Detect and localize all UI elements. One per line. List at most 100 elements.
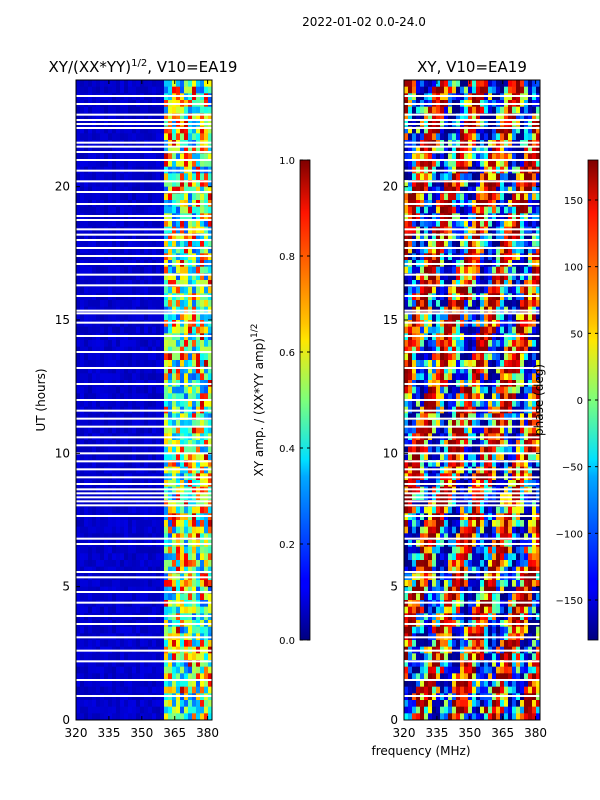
heatmap-cell-left — [96, 393, 101, 401]
heatmap-cell-left — [136, 553, 141, 561]
heatmap-cell-left — [96, 313, 101, 321]
heatmap-cell-right — [480, 300, 485, 308]
heatmap-cell-left — [120, 146, 125, 154]
heatmap-cell-right — [472, 313, 477, 321]
heatmap-cell-left — [92, 440, 97, 448]
heatmap-cell-left — [148, 700, 153, 708]
heatmap-cell-left — [88, 246, 93, 254]
heatmap-cell-right — [420, 246, 425, 254]
heatmap-cell-left — [148, 420, 153, 428]
heatmap-cell-left — [164, 506, 169, 514]
heatmap-cell-left — [124, 680, 129, 688]
heatmap-cell-left — [180, 300, 185, 308]
heatmap-cell-left — [96, 373, 101, 381]
heatmap-cell-left — [184, 520, 189, 528]
heatmap-cell-right — [528, 246, 533, 254]
heatmap-cell-left — [168, 186, 173, 194]
heatmap-cell-right — [404, 153, 409, 161]
heatmap-cell-left — [112, 286, 117, 294]
heatmap-cell-left — [196, 400, 201, 408]
heatmap-cell-left — [184, 173, 189, 181]
heatmap-cell-right — [536, 206, 540, 214]
heatmap-cell-left — [120, 506, 125, 514]
heatmap-cell-right — [428, 133, 433, 141]
heatmap-cell-left — [204, 640, 209, 648]
heatmap-cell-left — [80, 240, 85, 248]
heatmap-cell-left — [148, 113, 153, 121]
heatmap-cell-left — [160, 393, 165, 401]
heatmap-cell-left — [108, 386, 113, 394]
heatmap-cell-left — [172, 153, 177, 161]
heatmap-cell-left — [84, 346, 89, 354]
flagged-row-left — [76, 500, 212, 503]
heatmap-cell-left — [100, 386, 105, 394]
heatmap-cell-left — [116, 280, 121, 288]
heatmap-cell-left — [104, 113, 109, 121]
heatmap-cell-right — [484, 153, 489, 161]
heatmap-cell-left — [120, 153, 125, 161]
heatmap-cell-left — [196, 666, 201, 674]
heatmap-cell-left — [104, 566, 109, 574]
heatmap-cell-right — [432, 80, 437, 88]
heatmap-cell-left — [148, 606, 153, 614]
heatmap-cell-left — [180, 520, 185, 528]
heatmap-cell-right — [424, 240, 429, 248]
heatmap-cell-left — [132, 440, 137, 448]
heatmap-cell-left — [184, 393, 189, 401]
heatmap-cell-left — [184, 526, 189, 534]
heatmap-cell-left — [156, 453, 161, 461]
heatmap-cell-left — [164, 586, 169, 594]
heatmap-cell-right — [492, 273, 497, 281]
heatmap-cell-left — [156, 186, 161, 194]
heatmap-cell-left — [120, 206, 125, 214]
heatmap-cell-left — [104, 546, 109, 554]
flagged-row-left — [76, 492, 212, 495]
heatmap-cell-left — [88, 706, 93, 714]
heatmap-cell-left — [80, 180, 85, 188]
heatmap-cell-left — [112, 560, 117, 568]
heatmap-cell-left — [152, 80, 157, 88]
heatmap-cell-right — [412, 346, 417, 354]
x-tick-label: 320 — [65, 726, 88, 740]
heatmap-cell-left — [148, 240, 153, 248]
heatmap-cell-left — [124, 393, 129, 401]
heatmap-cell-right — [512, 286, 517, 294]
heatmap-cell-right — [532, 240, 537, 248]
heatmap-cell-left — [144, 113, 149, 121]
heatmap-cell-left — [160, 460, 165, 468]
heatmap-cell-right — [480, 386, 485, 394]
heatmap-cell-left — [124, 273, 129, 281]
heatmap-cell-left — [124, 700, 129, 708]
heatmap-cell-left — [104, 580, 109, 588]
heatmap-cell-left — [96, 86, 101, 94]
heatmap-cell-left — [120, 273, 125, 281]
heatmap-cell-right — [448, 220, 453, 228]
heatmap-cell-left — [76, 240, 81, 248]
flagged-row-left — [76, 367, 212, 369]
heatmap-cell-left — [156, 286, 161, 294]
heatmap-cell-right — [516, 286, 521, 294]
heatmap-cell-left — [132, 273, 137, 281]
heatmap-cell-left — [204, 700, 209, 708]
heatmap-cell-left — [88, 146, 93, 154]
heatmap-cell-right — [484, 280, 489, 288]
heatmap-cell-right — [500, 106, 505, 114]
heatmap-cell-left — [200, 400, 205, 408]
heatmap-cell-left — [136, 186, 141, 194]
heatmap-cell-right — [448, 280, 453, 288]
heatmap-cell-right — [524, 186, 529, 194]
heatmap-cell-left — [156, 173, 161, 181]
heatmap-cell-left — [204, 706, 209, 714]
heatmap-cell-left — [172, 413, 177, 421]
heatmap-cell-left — [140, 400, 145, 408]
heatmap-cell-left — [160, 566, 165, 574]
heatmap-cell-left — [144, 546, 149, 554]
heatmap-cell-left — [164, 280, 169, 288]
heatmap-cell-left — [204, 580, 209, 588]
heatmap-cell-right — [480, 246, 485, 254]
heatmap-cell-left — [100, 366, 105, 374]
heatmap-cell-right — [440, 173, 445, 181]
heatmap-cell-left — [112, 113, 117, 121]
heatmap-cell-right — [412, 173, 417, 181]
heatmap-cell-left — [112, 400, 117, 408]
